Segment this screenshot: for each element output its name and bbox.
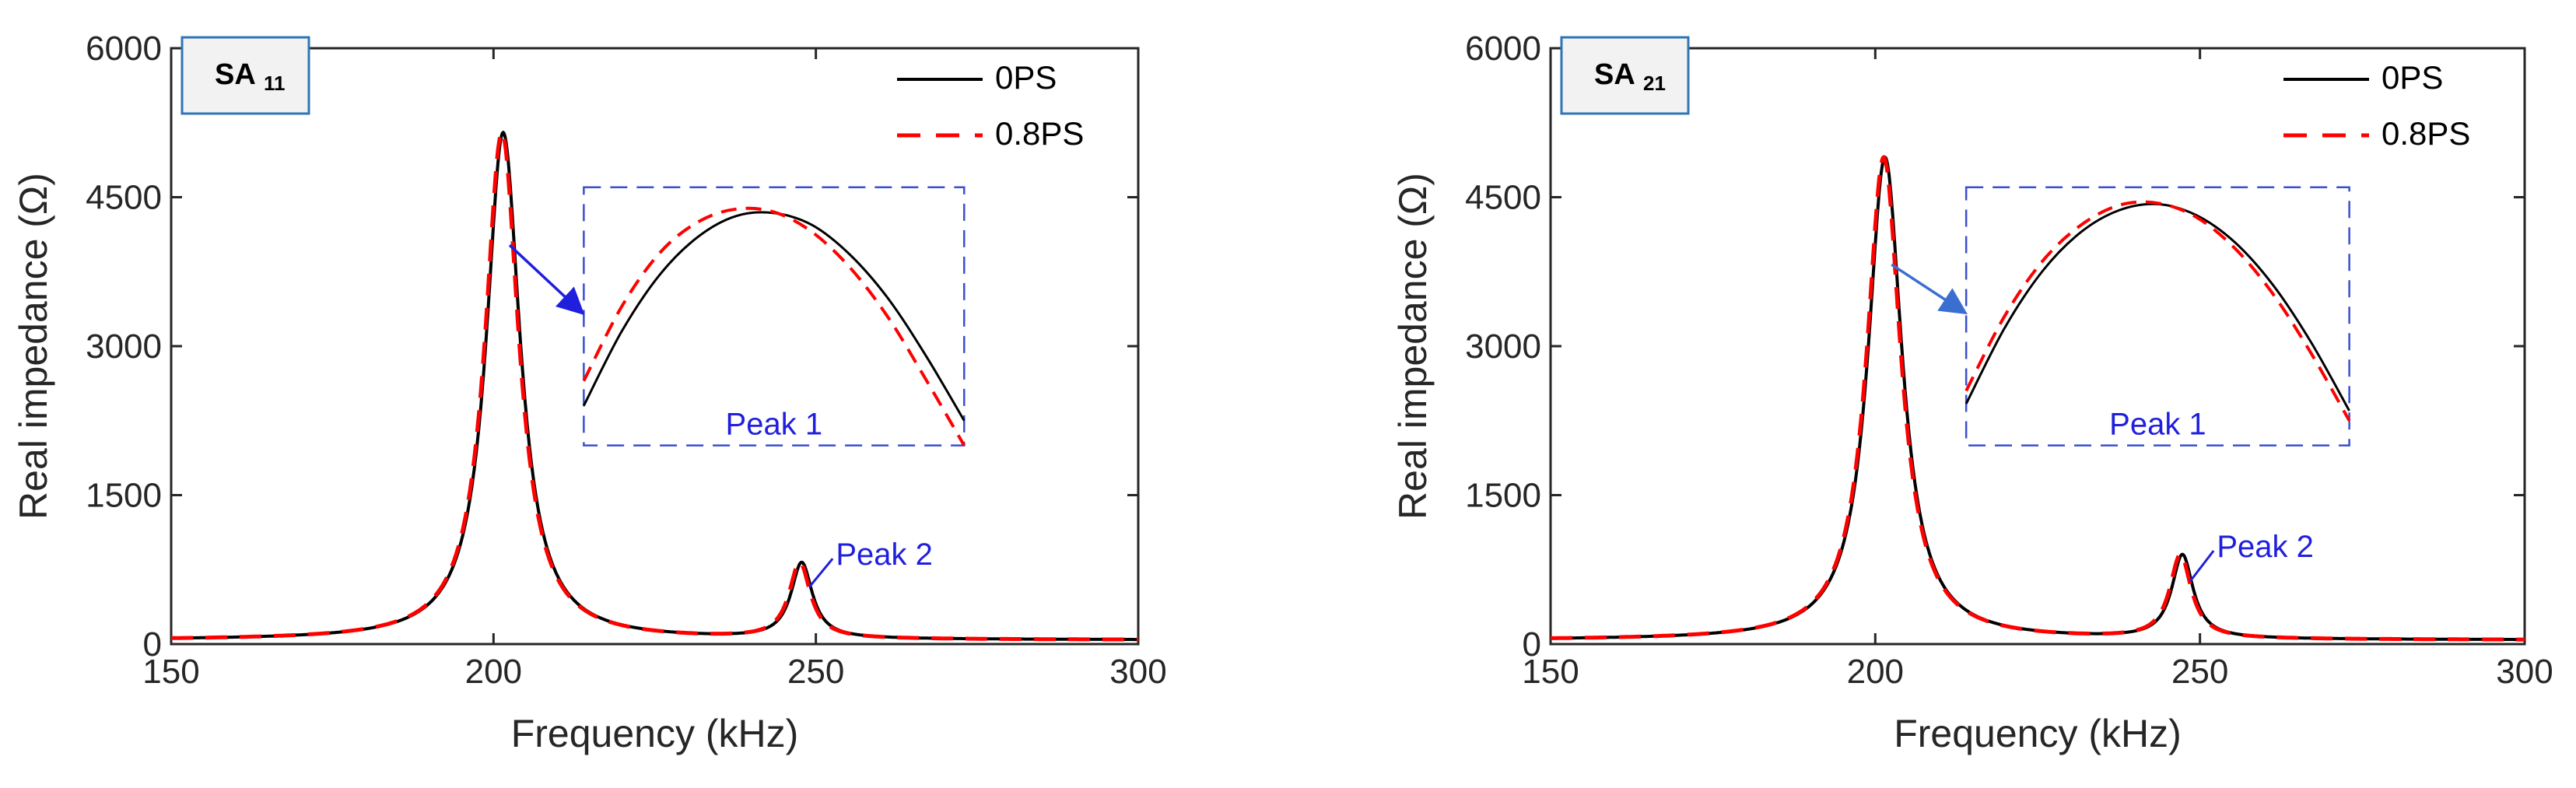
x-tick-label: 300 (1109, 653, 1166, 691)
legend-label: 0.8PS (995, 115, 1084, 152)
y-tick-label: 3000 (86, 327, 162, 366)
y-tick-label: 1500 (86, 477, 162, 515)
inset-series-line-0-8ps (582, 206, 966, 447)
peak-2-leader (2189, 550, 2215, 583)
panel-badge-text: SA (1594, 58, 1635, 91)
inset-series-line-0-8ps (1964, 200, 2351, 422)
peak-1-arrow (1891, 263, 1968, 315)
y-axis-label: Real impedance (Ω) (12, 173, 55, 520)
panel-badge (180, 36, 310, 115)
panel-badge-text: SA (215, 58, 256, 91)
y-tick-label: 1500 (1465, 477, 1541, 515)
x-tick-label: 200 (465, 653, 522, 691)
peak-2-label: Peak 2 (2217, 530, 2314, 564)
y-axis-label: Real impedance (Ω) (1391, 173, 1435, 520)
inset-box (1964, 186, 2350, 447)
peak-2-leader (808, 558, 834, 588)
x-tick-label: 150 (1522, 653, 1579, 691)
y-tick-label: 4500 (1465, 179, 1541, 217)
peak-2-label: Peak 2 (836, 538, 933, 572)
y-tick-label: 6000 (1465, 30, 1541, 68)
x-tick-label: 300 (2496, 653, 2553, 691)
series-line-0-8ps (1551, 155, 2525, 642)
inset-label: Peak 1 (726, 408, 823, 442)
x-tick-label: 250 (787, 653, 844, 691)
x-tick-label: 250 (2171, 653, 2228, 691)
inset-label: Peak 1 (2109, 408, 2206, 442)
x-tick-label: 150 (142, 653, 199, 691)
y-tick-label: 6000 (86, 30, 162, 68)
panel-badge-subscript: 11 (264, 72, 286, 95)
x-axis-label: Frequency (kHz) (511, 712, 799, 755)
panel-badge-subscript: 21 (1643, 72, 1666, 95)
y-tick-label: 0 (143, 625, 162, 664)
legend-label: 0PS (995, 59, 1057, 96)
x-tick-label: 200 (1847, 653, 1904, 691)
y-tick-label: 4500 (86, 179, 162, 217)
legend-label: 0PS (2381, 59, 2443, 96)
y-tick-label: 0 (1523, 625, 1541, 664)
legend-label: 0.8PS (2381, 115, 2470, 152)
x-axis-label: Frequency (kHz) (1894, 712, 2182, 755)
series-line-0-8ps (171, 129, 1138, 642)
y-tick-label: 3000 (1465, 327, 1541, 366)
panel-badge (1560, 36, 1690, 115)
peak-1-arrow (508, 243, 585, 316)
